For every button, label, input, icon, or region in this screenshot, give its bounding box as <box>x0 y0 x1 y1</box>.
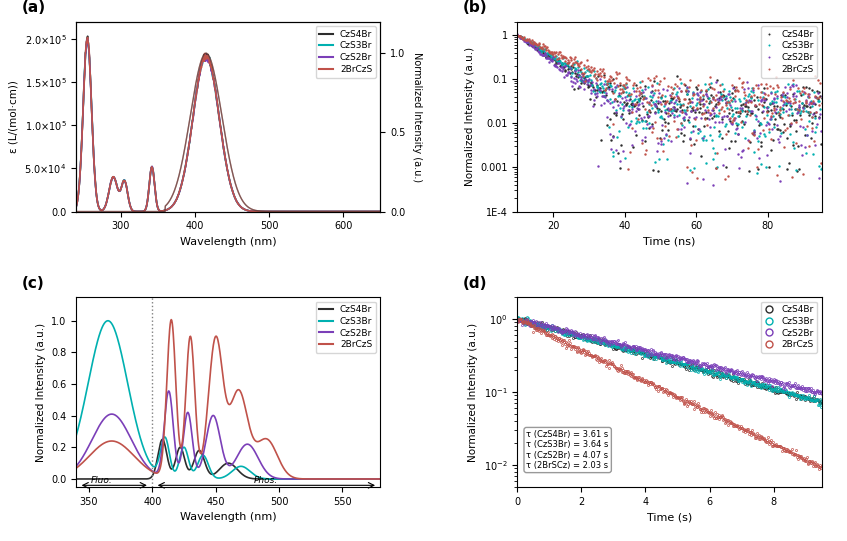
X-axis label: Wavelength (nm): Wavelength (nm) <box>180 512 277 522</box>
Y-axis label: ε (L/(mol·cm)): ε (L/(mol·cm)) <box>8 80 19 153</box>
Text: (d): (d) <box>462 275 487 291</box>
X-axis label: Time (ns): Time (ns) <box>643 237 695 247</box>
Y-axis label: Normalized Intensity (a.u.): Normalized Intensity (a.u.) <box>412 51 422 182</box>
Text: (a): (a) <box>21 0 46 15</box>
Y-axis label: Normalized Intensity (a.u.): Normalized Intensity (a.u.) <box>36 322 46 461</box>
Legend: CzS4Br, CzS3Br, CzS2Br, 2BrCzS: CzS4Br, CzS3Br, CzS2Br, 2BrCzS <box>316 26 376 77</box>
Text: Fluo.: Fluo. <box>91 476 113 485</box>
Text: Phos.: Phos. <box>254 476 279 485</box>
X-axis label: Wavelength (nm): Wavelength (nm) <box>180 237 277 247</box>
Legend: CzS4Br, CzS3Br, CzS2Br, 2BrCzS: CzS4Br, CzS3Br, CzS2Br, 2BrCzS <box>316 301 376 353</box>
X-axis label: Time (s): Time (s) <box>647 512 692 522</box>
Y-axis label: Normalized Intensity (a.u.): Normalized Intensity (a.u.) <box>468 322 479 461</box>
Legend: CzS4Br, CzS3Br, CzS2Br, 2BrCzS: CzS4Br, CzS3Br, CzS2Br, 2BrCzS <box>761 301 817 353</box>
Y-axis label: Normalized Intensity (a.u.): Normalized Intensity (a.u.) <box>465 47 474 186</box>
Legend: CzS4Br, CzS3Br, CzS2Br, 2BrCzS: CzS4Br, CzS3Br, CzS2Br, 2BrCzS <box>761 26 817 77</box>
Text: τ (CzS4Br) = 3.61 s
τ (CzS3Br) = 3.64 s
τ (CzS2Br) = 4.07 s
τ (2BrSCz) = 2.03 s: τ (CzS4Br) = 3.61 s τ (CzS3Br) = 3.64 s … <box>527 430 609 470</box>
Text: (b): (b) <box>462 0 487 15</box>
Text: (c): (c) <box>21 275 44 291</box>
